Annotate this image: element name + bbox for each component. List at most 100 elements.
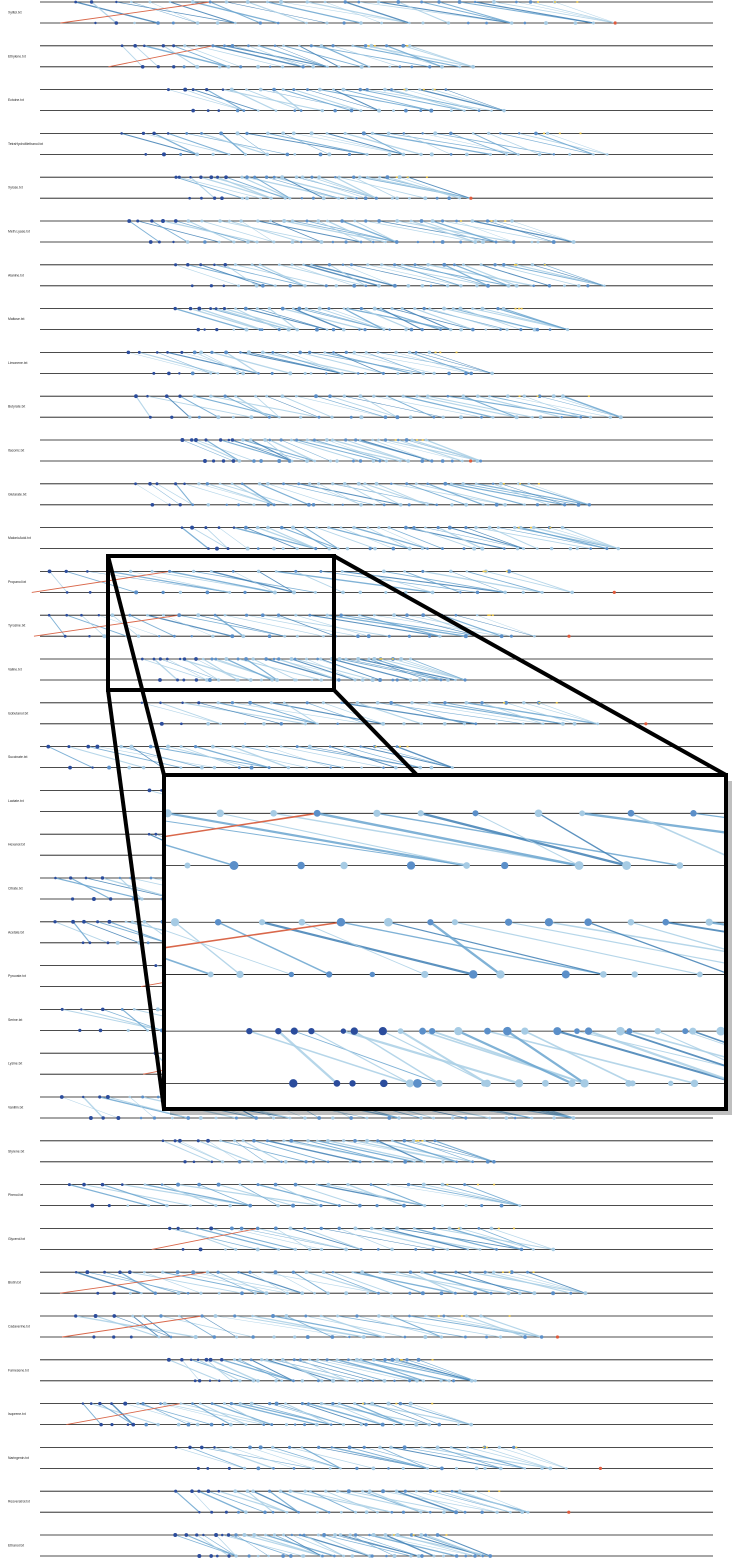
node: [148, 240, 153, 244]
node: [271, 1510, 275, 1514]
connection-line: [251, 1403, 332, 1425]
connection-line: [260, 1447, 341, 1469]
node: [255, 525, 260, 530]
node: [179, 152, 183, 156]
connection-line: [125, 1403, 198, 1425]
node: [134, 394, 138, 399]
node: [333, 1079, 341, 1087]
node: [377, 438, 380, 442]
node: [201, 657, 205, 661]
connection-line: [283, 702, 318, 725]
connection-lines: [175, 1534, 491, 1557]
connection-line: [340, 527, 394, 549]
connection-line: [151, 220, 188, 243]
node: [430, 219, 435, 223]
connection-line: [195, 745, 270, 769]
node: [146, 394, 149, 398]
node: [352, 525, 356, 530]
connection-line: [250, 1359, 294, 1382]
node: [183, 44, 187, 48]
node: [395, 745, 399, 748]
node: [473, 1291, 478, 1296]
marker: [425, 176, 428, 178]
connection-line: [418, 1359, 476, 1382]
connection-line: [311, 45, 430, 68]
node: [414, 350, 418, 354]
node: [172, 44, 176, 48]
connection-line: [391, 702, 465, 725]
node: [497, 1445, 501, 1450]
node: [216, 701, 220, 705]
node: [178, 372, 181, 375]
node: [382, 766, 385, 769]
connection-lines: [164, 921, 726, 976]
node: [293, 1182, 298, 1187]
node: [212, 1335, 217, 1339]
node: [384, 590, 388, 594]
node: [499, 634, 504, 639]
connection-line: [210, 1359, 259, 1382]
node: [268, 65, 272, 69]
node: [579, 810, 586, 817]
node: [156, 21, 160, 25]
node: [392, 613, 397, 618]
node: [293, 153, 297, 156]
connection-line: [379, 1271, 509, 1294]
connection-line: [217, 176, 272, 199]
node: [126, 1028, 130, 1032]
connection-line: [416, 352, 493, 374]
node: [312, 438, 316, 442]
connection-line: [66, 614, 127, 637]
connection-line: [360, 746, 453, 769]
connection-line: [225, 264, 257, 287]
connection-line: [161, 1184, 217, 1207]
connection-line: [169, 570, 276, 594]
connection-line: [367, 1140, 473, 1163]
node: [131, 1314, 135, 1318]
connection-line: [399, 176, 460, 199]
connection-line: [160, 702, 221, 725]
node: [372, 306, 377, 311]
node: [141, 131, 146, 136]
connection-line: [139, 351, 219, 374]
connection-line: [209, 1, 261, 24]
node: [413, 1160, 416, 1164]
node: [423, 1203, 427, 1208]
connection-line: [282, 307, 366, 331]
node: [370, 1554, 374, 1558]
node: [382, 1378, 387, 1383]
connection-line: [246, 89, 302, 112]
connection-line: [174, 921, 241, 975]
node: [575, 547, 579, 551]
outlier-node: [469, 196, 473, 200]
marker: [406, 745, 409, 748]
node: [344, 240, 348, 244]
node: [218, 1379, 221, 1383]
node: [174, 175, 178, 179]
node: [272, 175, 276, 179]
connection-line: [235, 308, 280, 331]
node: [383, 1357, 387, 1362]
node: [213, 263, 216, 267]
connection-line: [200, 352, 244, 374]
node: [213, 1314, 218, 1318]
node: [486, 283, 491, 288]
node: [358, 613, 361, 617]
connection-line: [493, 1, 616, 24]
node: [209, 1226, 214, 1231]
warm-connection-line: [31, 570, 170, 593]
node: [197, 1182, 202, 1187]
marker: [460, 220, 463, 222]
node: [231, 459, 236, 463]
connection-line: [314, 439, 387, 462]
node: [627, 918, 635, 926]
connection-line: [665, 921, 726, 933]
node: [198, 1116, 203, 1120]
node: [230, 44, 235, 48]
node: [311, 65, 315, 69]
node: [254, 1116, 258, 1120]
connection-line: [237, 133, 268, 155]
node: [256, 1183, 260, 1187]
node: [390, 1314, 394, 1318]
node: [115, 940, 120, 945]
